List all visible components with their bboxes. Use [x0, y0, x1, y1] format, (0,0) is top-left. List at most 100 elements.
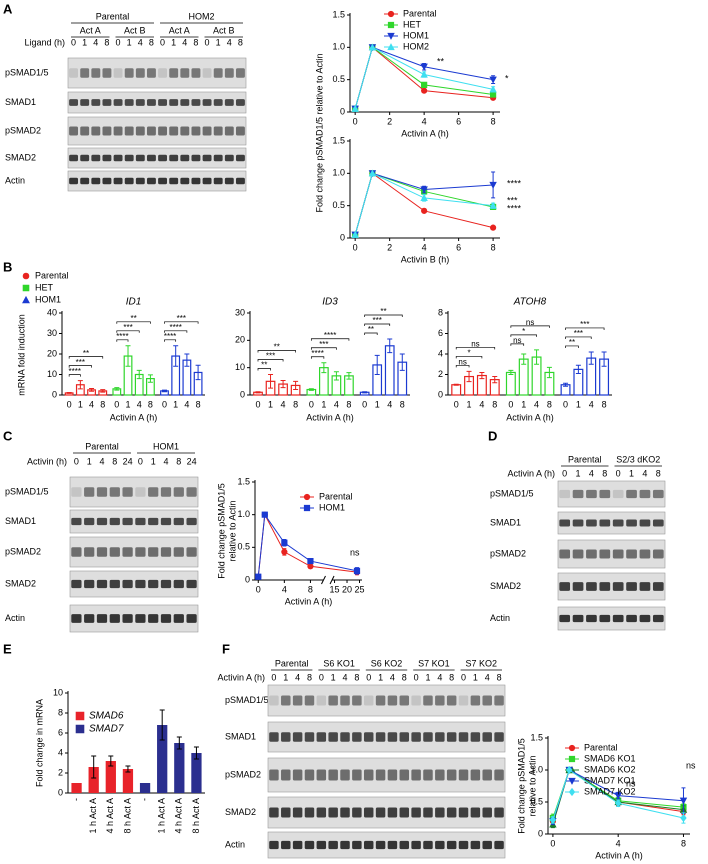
blot-band — [352, 840, 362, 850]
y-tick-label: 2 — [58, 767, 63, 777]
significance-label: **** — [116, 332, 128, 341]
blot-band — [411, 840, 421, 850]
significance-label: ** — [261, 361, 267, 370]
blot-band — [202, 99, 212, 106]
marker — [353, 567, 361, 574]
blot-row-label: pSMAD1/5 — [5, 486, 49, 496]
blot-band — [202, 154, 212, 162]
significance-bracket — [257, 350, 296, 353]
blot-band — [363, 732, 374, 742]
blot-band — [235, 99, 245, 106]
blot-band — [160, 487, 172, 497]
lane-label: 4 — [343, 672, 348, 682]
blot-band — [292, 840, 303, 850]
blot-band — [96, 487, 108, 497]
lane-label: 0 — [461, 672, 466, 682]
blot-band — [235, 154, 245, 162]
lane-label: 4 — [589, 468, 594, 478]
x-tick-label: - — [71, 798, 81, 801]
significance-bracket — [68, 356, 104, 359]
x-tick-label: 1 — [268, 399, 273, 409]
blot-band — [96, 579, 108, 589]
x-axis-label: Activin B (h) — [401, 254, 450, 264]
blot-row-label: pSMAD1/5 — [490, 488, 534, 498]
significance-label: *** — [574, 329, 583, 338]
significance-label: *** — [266, 352, 275, 361]
bar — [451, 384, 462, 396]
error-bar — [161, 389, 167, 393]
y-tick-label: 0.5 — [332, 200, 345, 210]
bar — [174, 743, 185, 793]
blot-band — [69, 99, 79, 106]
blot-band — [435, 732, 445, 742]
annotation: * — [505, 73, 509, 83]
x-tick-label: 1 h Act A — [157, 798, 167, 834]
blot-band — [148, 517, 159, 526]
legend-label: HOM1 — [319, 502, 345, 512]
blot-band — [135, 547, 146, 557]
blot-band — [458, 732, 469, 742]
blot-band — [148, 487, 159, 497]
blot-band — [109, 614, 120, 623]
blot-band — [191, 99, 201, 106]
error-bar — [125, 765, 131, 773]
lane-label: 8 — [402, 672, 407, 682]
blot-band — [352, 732, 362, 742]
significance-label: **** — [169, 323, 181, 332]
blot-band — [652, 549, 664, 559]
blot-band — [186, 517, 197, 526]
blot-strip — [67, 147, 247, 169]
blot-band — [316, 840, 327, 850]
blot-band — [435, 807, 445, 818]
blot-band — [572, 489, 584, 499]
blot-band — [639, 582, 651, 591]
blot-band — [213, 126, 223, 136]
x-tick-label: 1 — [321, 399, 326, 409]
lane-label: 4 — [138, 37, 143, 47]
x-tick-label: 0 — [256, 584, 261, 594]
blot-band — [363, 769, 374, 781]
blot-band — [423, 769, 433, 781]
error-bar — [321, 362, 327, 374]
lane-label: 1 — [473, 672, 478, 682]
blot-band — [494, 840, 504, 850]
lane-header: Ligand (h) — [24, 37, 65, 47]
marker — [489, 85, 497, 93]
blot-band — [375, 732, 386, 742]
error-bar — [575, 364, 581, 374]
blot-band — [316, 807, 327, 818]
marker — [420, 186, 428, 194]
x-tick-label: 8 — [400, 399, 405, 409]
blot-band — [113, 68, 123, 78]
significance-label: *** — [123, 323, 132, 332]
blot-strip — [557, 606, 666, 631]
error-bar — [195, 364, 201, 381]
lane-label: 4 — [227, 37, 232, 47]
blot-band — [160, 517, 172, 526]
blot-band — [69, 126, 79, 136]
blot-strip — [267, 796, 506, 829]
blot-band — [494, 695, 504, 706]
bar — [71, 783, 82, 793]
blot-band — [224, 154, 234, 162]
y-tick-label: 0 — [438, 389, 443, 399]
lane-header: Activin (h) — [27, 456, 67, 466]
blot-band — [71, 517, 82, 526]
y-tick-label: 8 — [58, 707, 63, 717]
blot-band — [173, 517, 184, 526]
y-tick-label: 1.5 — [332, 135, 345, 145]
panel-label: D — [488, 428, 497, 443]
x-tick-label: 1 — [375, 399, 380, 409]
lane-label: 0 — [138, 456, 143, 466]
blot-band — [387, 695, 398, 706]
blot-band — [169, 154, 179, 162]
blot-band — [135, 517, 146, 526]
x-tick-label: 0 — [508, 399, 513, 409]
x-tick-label: 0 — [114, 399, 119, 409]
blot-band — [80, 154, 90, 162]
blot-band — [340, 840, 350, 850]
blot-band — [84, 614, 95, 623]
lane-label: 1 — [378, 672, 383, 682]
significance-bracket — [455, 365, 470, 368]
y-tick-label: 10 — [47, 369, 57, 379]
